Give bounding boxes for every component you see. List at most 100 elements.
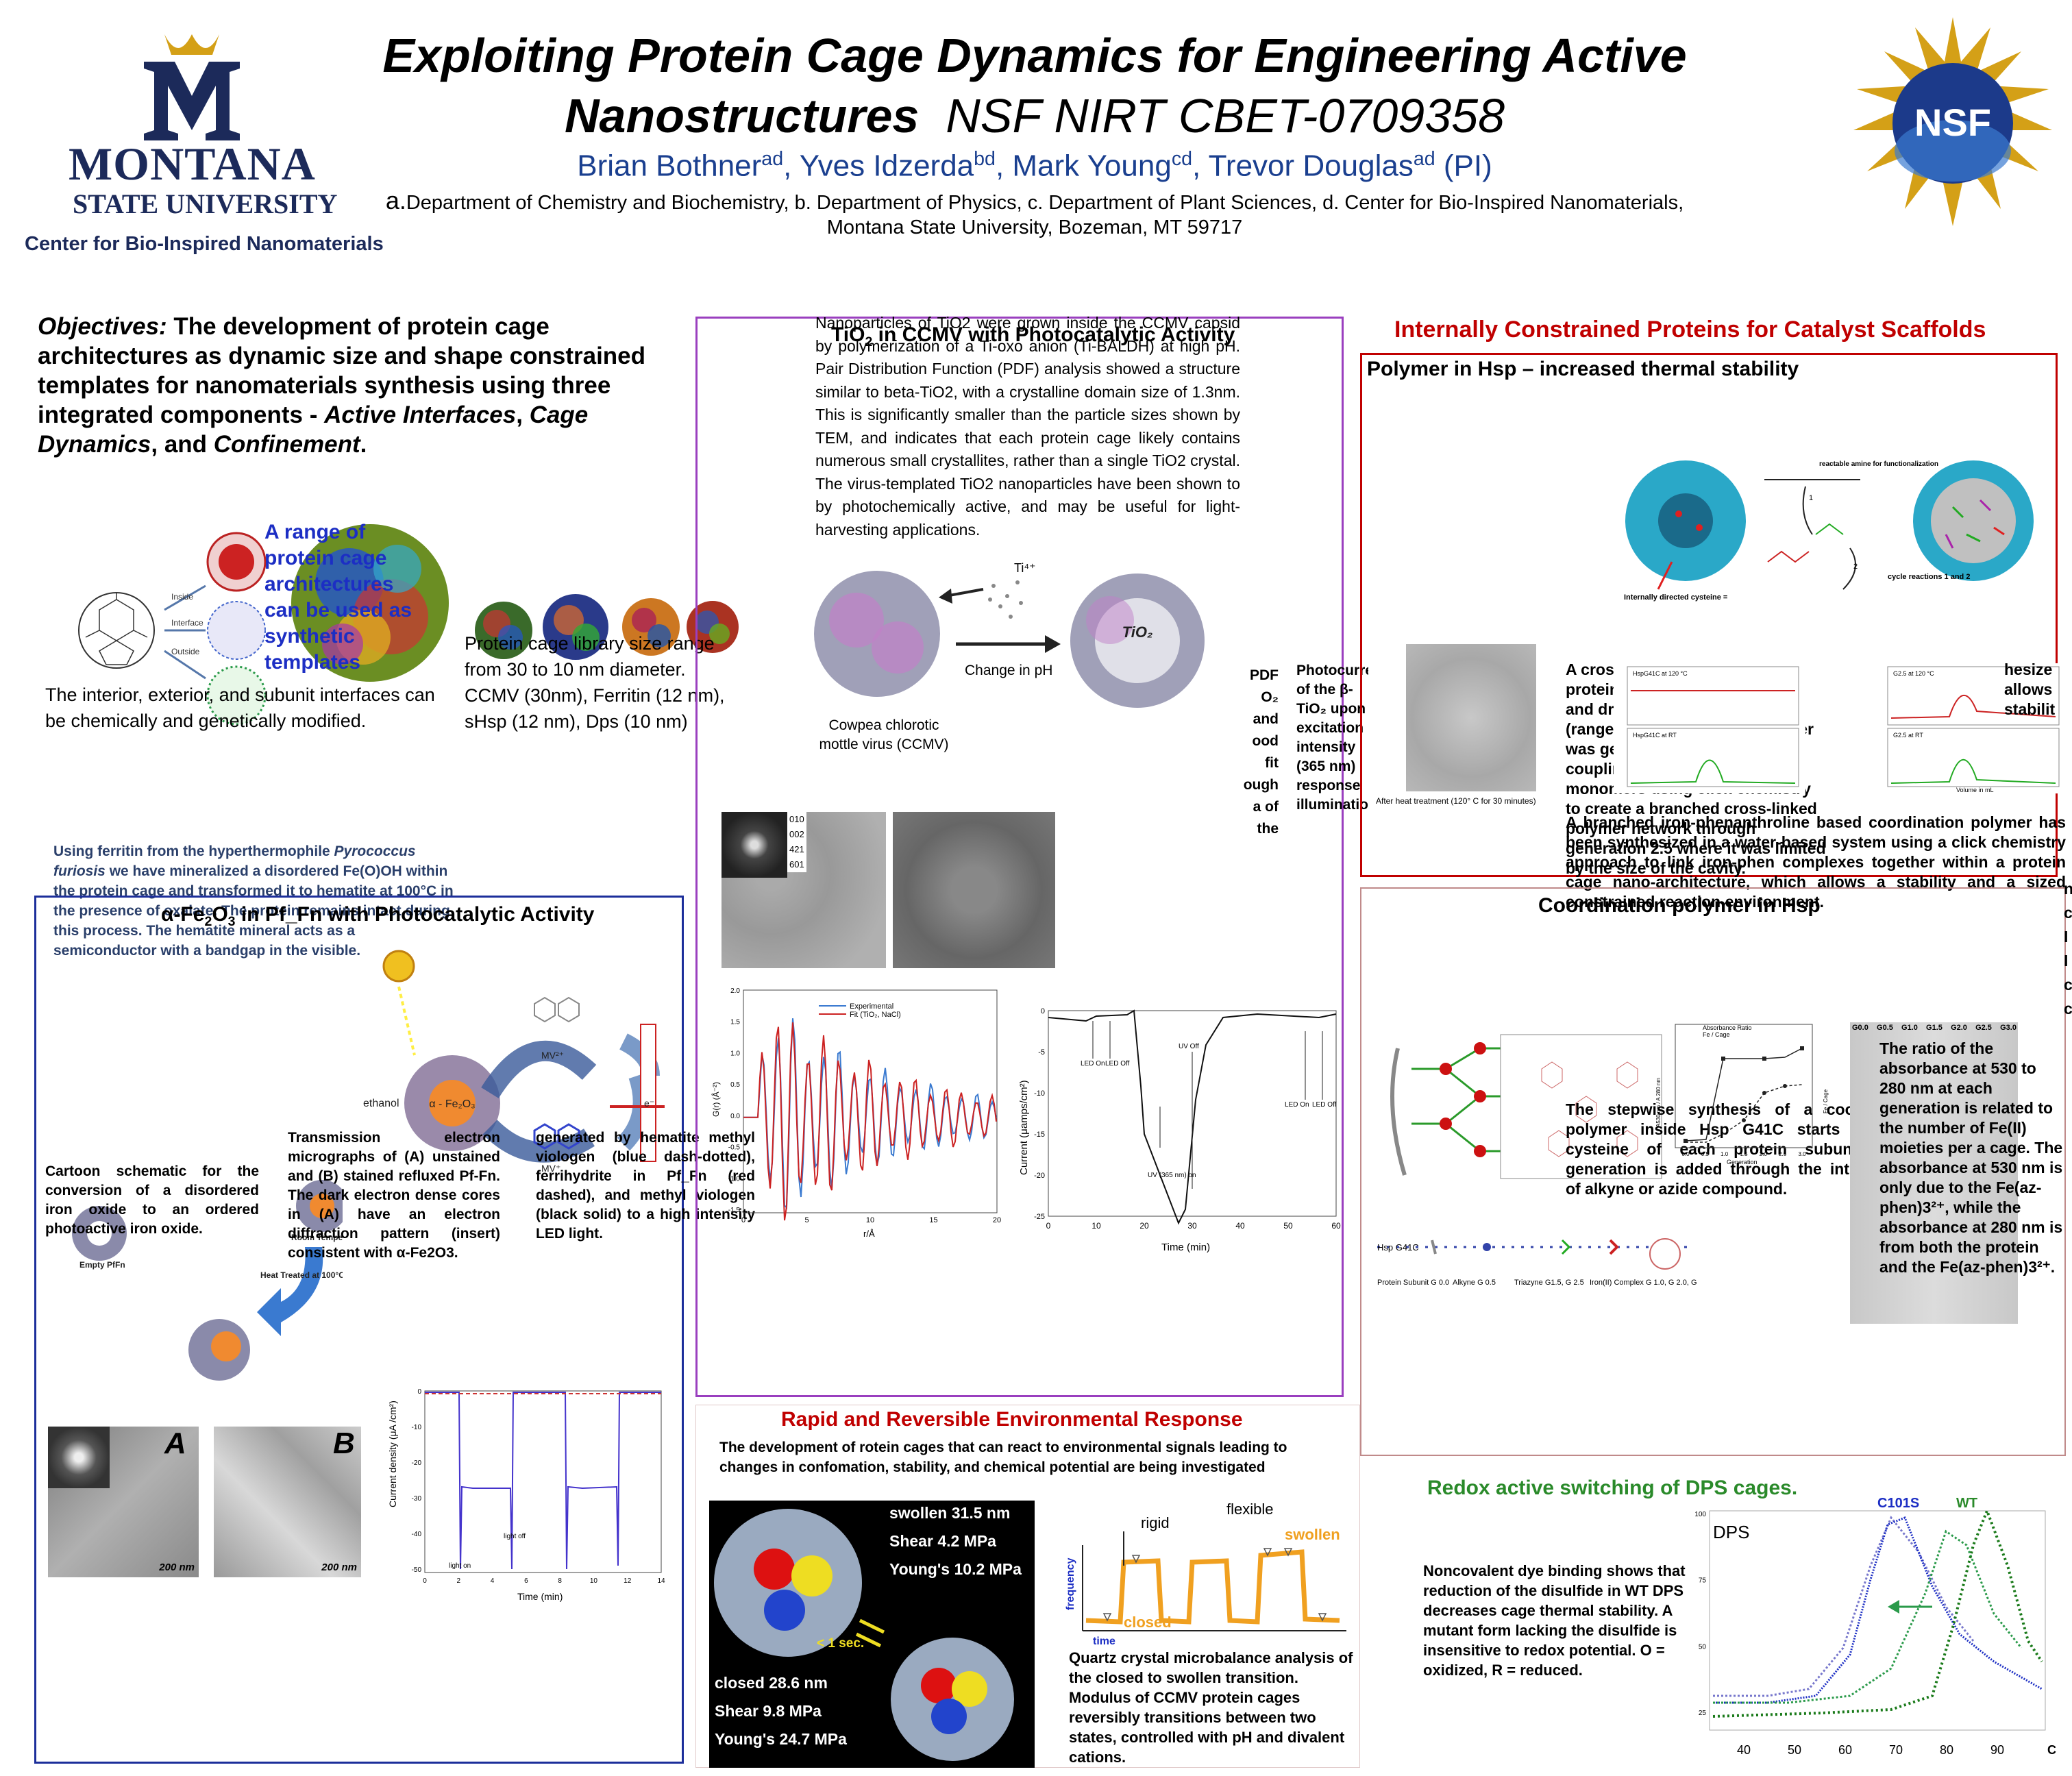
hsp-heat-tem (1406, 644, 1536, 791)
heat-treated-label: Heat Treated at 100°C (260, 1270, 343, 1280)
cycle-label: cycle reactions 1 and 2 (1888, 573, 1970, 581)
gen-ylabel-l: A530 nm / A 280 nm (1655, 1078, 1662, 1127)
uv-on-label: UV (365 nm) on (1148, 1172, 1196, 1179)
tem-caption: Transmission electron micrographs of (A)… (288, 1130, 500, 1261)
tio2-current-chart: 0 -5 -10 -15 -20 -25 0 10 20 30 40 50 60 LED On LED … (1018, 997, 1343, 1261)
objectives-cage-dynamics: Cage Dynamics (38, 402, 589, 458)
legend-hsp: Hsp G41C (1377, 1242, 1419, 1253)
sec-g4: G2.5 at RT (1893, 732, 1923, 739)
range-library-text: Protein cage library size range from 30 … (465, 633, 725, 732)
protein-cages-icon: Inside Interface Outside (78, 524, 449, 726)
tio2-panel (695, 317, 1344, 1397)
pdf-xlabel: r/Å (863, 1229, 875, 1239)
hematite-title-d: 3 (227, 914, 236, 929)
dps-xtick: 40 (1737, 1743, 1751, 1757)
polymer-subtitle: Polymer in Hsp – increased thermal stabi… (1367, 358, 1799, 380)
dps-title: Redox active switching of DPS cages. (1427, 1477, 1798, 1499)
tio2-diffraction-inset (722, 812, 787, 878)
legend-iron: Iron(II) Complex G 1.0, G 2.0, G 3.0 (1590, 1279, 1699, 1287)
hematite-title-a: α-Fe (161, 903, 205, 926)
ferritin-text-a: Using ferritin from the hyperthermophile (53, 843, 334, 859)
hematite-chart-ylabel: Current density (μA /cm²) (387, 1401, 398, 1507)
tio2-current-xtick: 30 (1187, 1221, 1197, 1231)
dps-chart-label: DPS (1713, 1522, 1749, 1542)
nsf-seal-icon: NSF (1853, 17, 2052, 226)
qcm-chart-svg: rigid flexible swollen closed frequency … (1065, 1501, 1346, 1647)
led-on-label-2: LED On (1285, 1101, 1309, 1109)
ratio-text: The ratio of the absorbance at 530 to 28… (1879, 1039, 2063, 1276)
time-label: time (1093, 1636, 1115, 1647)
coordination-network (1377, 1028, 1665, 1185)
diffraction-002: 002 (789, 829, 804, 839)
interface-label: Interface (171, 618, 204, 628)
step1-label: 1 (1809, 494, 1813, 502)
pdf-xtick: 10 (866, 1216, 874, 1224)
empty-pffn-label: Empty PfFn (79, 1260, 125, 1270)
dps-text: Noncovalent dye binding shows that reduc… (1423, 1562, 1686, 1679)
pdf-ytick: 2.0 (730, 987, 740, 995)
hematite-current-chart: 0 -10 -20 -30 -40 -50 0 2 4 6 8 10 12 14 Current dens… (384, 1384, 671, 1607)
pdf-xtick: 5 (804, 1216, 809, 1224)
flexible-label: flexible (1226, 1501, 1273, 1518)
gen-xtick: 1.5 (1740, 1151, 1748, 1157)
dps-xunit: C (2047, 1743, 2056, 1757)
hematite-ytick: 0 (417, 1388, 421, 1396)
dps-xtick: 90 (1990, 1743, 2004, 1757)
tem-image-a: 200 nm (48, 1427, 199, 1577)
svg-text:α - Fe₂O₃: α - Fe₂O₃ (429, 1098, 475, 1110)
dps-xtick: 60 (1838, 1743, 1852, 1757)
hematite-xtick: 2 (457, 1577, 461, 1585)
gel-image (1850, 1022, 2018, 1324)
gel-g20: G2.0 (1951, 1024, 1967, 1032)
photocatalysis-scheme: α - Fe₂O₃ ethanol MV²⁺ MV⁺ e⁻ (349, 939, 678, 1179)
gen-xtick: 0.5 (1701, 1151, 1710, 1157)
gel-g00: G0.0 (1852, 1024, 1869, 1032)
gel-g15: G1.5 (1926, 1024, 1943, 1032)
author-1: Brian Bothner (577, 149, 762, 183)
coordination-legend-icon: Hsp G41C Protein Subunit G 0.0 Alkyne G … (1377, 1238, 1710, 1287)
tio2-current-xtick: 60 (1331, 1221, 1341, 1231)
ferritin-cartoon: Empty PfFn Room Temperature Heat Treated… (55, 1179, 366, 1398)
tio2-current-ytick: -15 (1034, 1131, 1045, 1139)
ti-label: Ti⁴⁺ (1014, 561, 1036, 575)
tio2-scheme: TiO₂ Ti⁴⁺ Change in pH (809, 558, 1206, 771)
gel-g30: G3.0 (2000, 1024, 2017, 1032)
cage-library-icon (475, 594, 739, 660)
hematite-ytick: -10 (412, 1424, 422, 1431)
hematite-xtick: 4 (491, 1577, 495, 1585)
hematite-xtick: 0 (423, 1577, 427, 1585)
tio2-scheme-icon: TiO₂ Ti⁴⁺ Change in pH (814, 561, 1205, 708)
tio2-current-xtick: 20 (1139, 1221, 1149, 1231)
tio2-current-ytick: -20 (1034, 1172, 1045, 1180)
sec-chart-hsp: HspG41C at 120 °C HspG41C at RT (1627, 666, 1799, 787)
legend-protein: Protein Subunit G 0.0 (1377, 1279, 1449, 1287)
inside-label: Inside (171, 592, 193, 602)
pdf-xtick: 15 (929, 1216, 937, 1224)
ferritin-species: Pyrococcus furiosis (53, 843, 416, 879)
tio2-title-c: in CCMV with Photocatalytic Activity (872, 323, 1235, 346)
hematite-title-c: O (212, 903, 228, 926)
ferritin-conversion-icon: Empty PfFn Room Temperature Heat Treated… (72, 1180, 366, 1381)
electron-label: e⁻ (644, 1098, 654, 1109)
pdf-chart: Experimental Fit (TiO₂, NaCl) 2.0 1.5 1.0 0… (709, 980, 1004, 1254)
author-4-affil: ad (1413, 148, 1435, 170)
objectives-confinement: Confinement (213, 431, 360, 458)
gen-xtick: 0.0 (1681, 1151, 1690, 1157)
dps-ytick: 50 (1699, 1643, 1707, 1651)
tio2-title-a: TiO (831, 323, 865, 346)
author-4: , Trevor Douglas (1192, 149, 1414, 183)
dps-ytick: 75 (1699, 1577, 1707, 1585)
closed-nm: closed 28.6 nm (715, 1674, 828, 1692)
shear-closed: Shear 9.8 MPa (715, 1702, 822, 1720)
gen-xtick: 2.0 (1760, 1151, 1768, 1157)
msu-m-icon (144, 34, 240, 140)
hematite-xtick: 10 (590, 1577, 598, 1585)
right-column-fragment: n c I I c c (2064, 880, 2072, 1018)
ccmv-swelling-icon (714, 1509, 1014, 1761)
hematite-ytick: -40 (412, 1531, 422, 1538)
title-bold-part: Nanostructures (564, 89, 920, 143)
light-off-label: light off (504, 1533, 526, 1540)
rapid-title: Rapid and Reversible Environmental Respo… (781, 1408, 1243, 1431)
tio2-title-b: 2 (865, 334, 873, 349)
tio2-photocurrent-side: Photocurrent of the β-TiO₂ upon excitati… (1296, 663, 1368, 813)
